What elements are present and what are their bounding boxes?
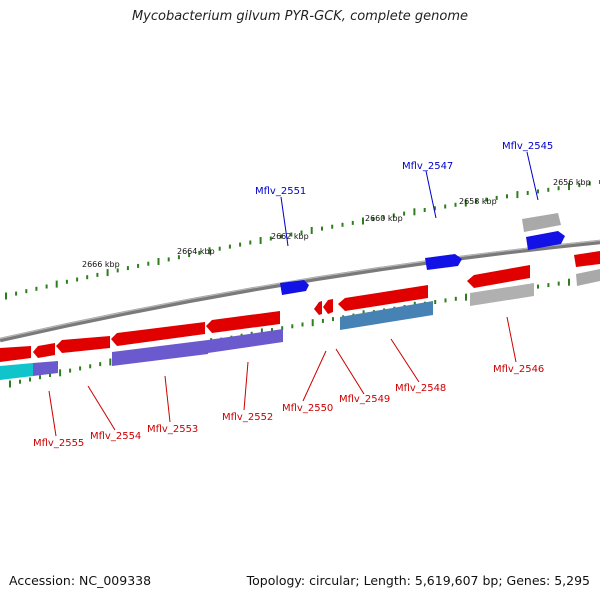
gene-arrow[interactable] (33, 343, 55, 358)
gene-arrow[interactable] (467, 265, 530, 288)
gene-label[interactable]: Mflv_2552 (222, 412, 273, 423)
gene-arrow[interactable] (112, 340, 208, 366)
gene-label[interactable]: Mflv_2553 (147, 424, 198, 435)
gene-arrow[interactable] (56, 336, 110, 353)
forward-leader-lines (280, 151, 539, 247)
forward-strand (280, 213, 600, 295)
kbp-label: 2664 kbp (177, 247, 215, 256)
gene-label[interactable]: Mflv_2547 (402, 161, 453, 172)
gene-label[interactable]: Mflv_2546 (493, 364, 544, 375)
reverse-leader-lines (48, 316, 517, 437)
outer-tick-ring (5, 180, 600, 300)
gene-label[interactable]: Mflv_2545 (502, 141, 553, 152)
gene-arrow[interactable] (208, 329, 283, 353)
gene-arrow[interactable] (33, 361, 58, 376)
gene-arrow[interactable] (526, 231, 565, 250)
gene-arrow[interactable] (111, 322, 205, 346)
gene-arrow[interactable] (340, 301, 433, 330)
kbp-label: 2660 kbp (365, 214, 403, 223)
gene-label[interactable]: Mflv_2554 (90, 431, 141, 442)
gene-arrow[interactable] (425, 254, 462, 270)
gene-label[interactable]: Mflv_2548 (395, 383, 446, 394)
kbp-label: 2666 kbp (82, 260, 120, 269)
gene-arrow[interactable] (470, 283, 534, 306)
kbp-label: 2656 kbp (553, 178, 591, 187)
gene-arrow[interactable] (338, 285, 428, 311)
gene-arrow[interactable] (0, 363, 33, 380)
gene-arrow[interactable] (576, 269, 600, 286)
map-title: Mycobacterium gilvum PYR-GCK, complete g… (131, 9, 469, 24)
gene-arrow[interactable] (314, 301, 322, 315)
gene-label[interactable]: Mflv_2550 (282, 403, 333, 414)
reverse-strand (0, 265, 534, 380)
gene-arrow[interactable] (280, 280, 309, 295)
gene-arrow[interactable] (0, 346, 31, 362)
gene-arrow[interactable] (323, 299, 333, 314)
genome-backbone-highlight (0, 239, 600, 340)
gene-arrow[interactable] (206, 311, 280, 333)
gene-label[interactable]: Mflv_2549 (339, 394, 390, 405)
accession-text: Accession: NC_009338 (9, 573, 152, 588)
gene-arrow[interactable] (522, 213, 561, 232)
kbp-label: 2662 kbp (271, 232, 309, 241)
genome-summary-text: Topology: circular; Length: 5,619,607 bp… (246, 573, 590, 588)
gene-label[interactable]: Mflv_2551 (255, 186, 306, 197)
gene-label[interactable]: Mflv_2555 (33, 438, 84, 449)
kbp-label: 2658 kbp (459, 197, 497, 206)
gene-arrow[interactable] (574, 251, 600, 267)
